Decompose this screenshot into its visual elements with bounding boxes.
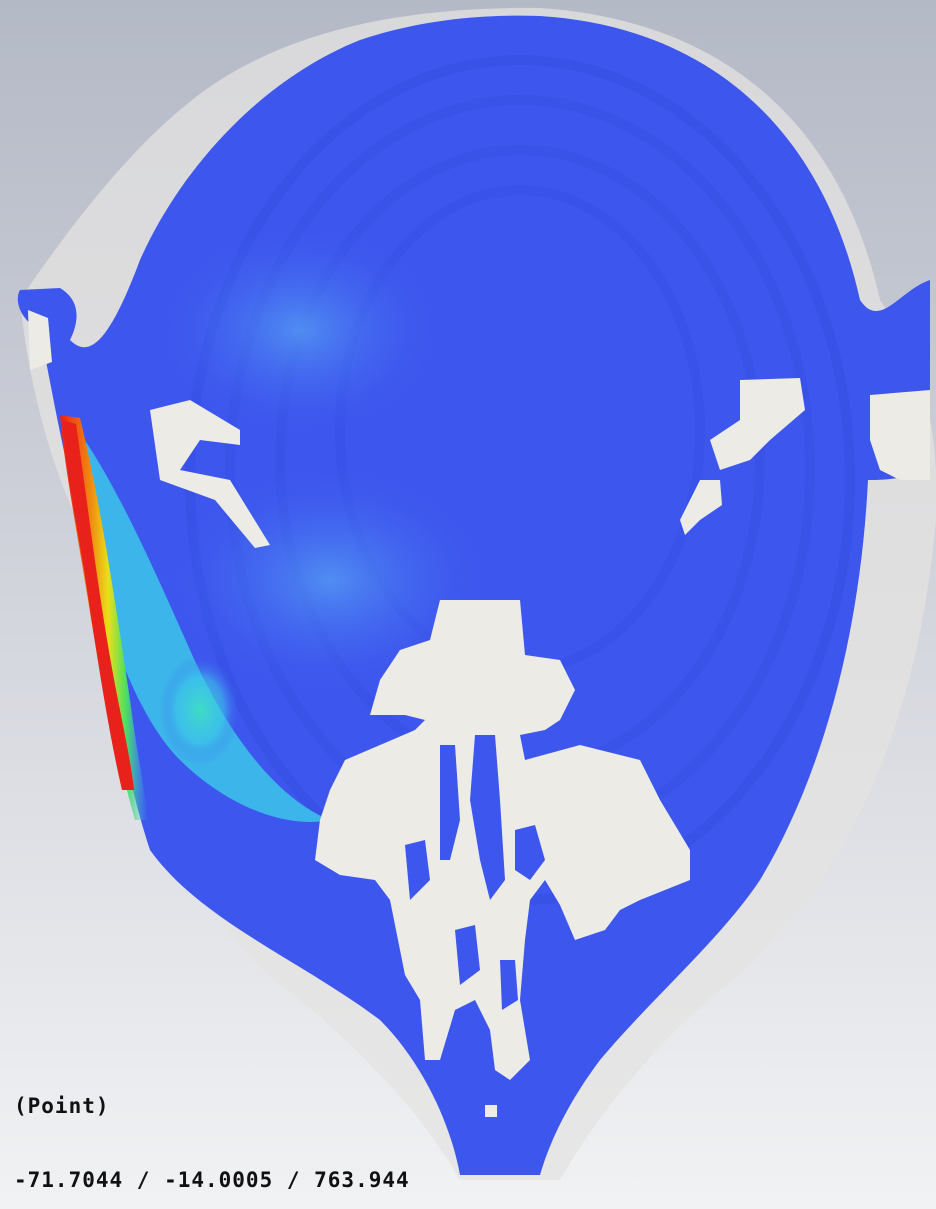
green-spot (160, 655, 240, 765)
void-left-ear (28, 310, 52, 370)
void-right-ear (870, 390, 930, 480)
vessel-channel-6 (500, 960, 518, 1010)
probe-coordinates-readout: -71.7044 / -14.0005 / 763.944 (14, 1168, 410, 1192)
vessel-channel-1 (440, 745, 460, 860)
void-right-upper (710, 378, 805, 470)
probe-type-label: (Point) (14, 1094, 110, 1118)
vessel-channel-5 (455, 925, 480, 985)
void-left-upper (150, 400, 270, 548)
vessel-channel-3 (405, 840, 430, 900)
void-right-small (680, 480, 722, 535)
hot-core (62, 420, 134, 790)
vessel-channel-2 (470, 735, 505, 900)
vessel-channel-4 (515, 825, 545, 880)
field-plume-upper (150, 220, 450, 440)
vessel-spot (485, 1105, 497, 1117)
